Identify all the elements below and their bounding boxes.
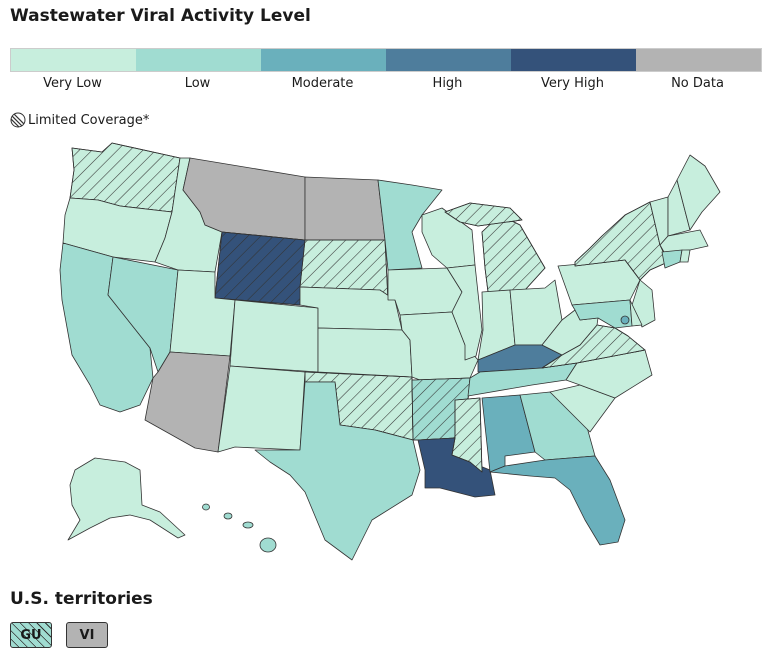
limited-coverage-label: Limited Coverage* <box>28 112 150 128</box>
limited-coverage-legend: Limited Coverage* <box>10 112 149 128</box>
state-ri[interactable] <box>679 249 691 263</box>
state-ia[interactable] <box>387 267 463 316</box>
state-il[interactable] <box>446 264 483 361</box>
state-wy-hatch <box>214 231 306 306</box>
legend-swatch-no-data <box>636 49 761 71</box>
state-nm[interactable] <box>217 365 306 453</box>
state-hi[interactable] <box>259 537 277 553</box>
legend-swatch-high <box>386 49 511 71</box>
legend-label: High <box>432 76 463 91</box>
state-hi-maui[interactable] <box>242 521 254 529</box>
state-ct[interactable] <box>661 249 683 269</box>
legend-labels: Very Low Low Moderate High Very High No … <box>10 76 760 91</box>
legend-swatch-very-high <box>511 49 636 71</box>
state-de[interactable] <box>629 299 643 327</box>
hatch-circle-icon <box>10 112 26 128</box>
territory-code: GU <box>20 627 42 643</box>
legend-label: Very Low <box>43 76 102 91</box>
state-ks[interactable] <box>317 327 413 378</box>
state-dc[interactable] <box>620 315 630 325</box>
territory-gu[interactable]: GU <box>10 622 52 648</box>
state-ak[interactable] <box>67 457 186 541</box>
territory-code: VI <box>79 627 95 643</box>
state-ms-hatch <box>451 397 483 473</box>
state-hi-oahu[interactable] <box>223 512 233 520</box>
legend-swatch-moderate <box>261 49 386 71</box>
state-mi-upper-hatch <box>444 202 523 227</box>
map-title: Wastewater Viral Activity Level <box>10 6 311 26</box>
state-me[interactable] <box>676 154 721 231</box>
state-az[interactable] <box>144 351 231 453</box>
state-hi-kauai[interactable] <box>202 503 210 511</box>
legend-swatch-very-low <box>11 49 136 71</box>
state-pa[interactable] <box>557 259 641 306</box>
state-tx[interactable] <box>254 381 421 561</box>
territories-title: U.S. territories <box>10 589 153 609</box>
legend-label: No Data <box>671 76 724 91</box>
state-nd[interactable] <box>304 176 386 241</box>
state-mn[interactable] <box>377 179 443 271</box>
legend-color-bar <box>10 48 762 72</box>
state-co[interactable] <box>229 299 319 373</box>
legend-label: Moderate <box>291 76 354 91</box>
territory-vi[interactable]: VI <box>66 622 108 648</box>
legend-label: Low <box>184 76 211 91</box>
state-fl[interactable] <box>489 455 626 546</box>
legend-swatch-low <box>136 49 261 71</box>
state-mi-lower-hatch <box>481 214 546 293</box>
legend-label: Very High <box>541 76 604 91</box>
